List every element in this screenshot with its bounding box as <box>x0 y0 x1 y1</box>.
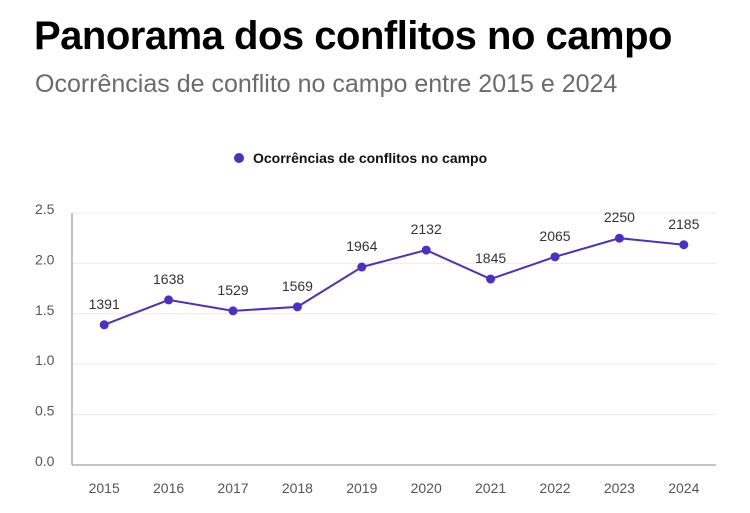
data-label: 1964 <box>346 238 377 254</box>
data-point <box>292 302 302 312</box>
x-axis-ticks: 2015 2016 2017 2018 2019 2020 2021 2022 2023 2024 <box>89 480 700 496</box>
y-tick-label: 1.5 <box>35 302 55 318</box>
data-label: 2250 <box>604 209 635 225</box>
legend-label: Ocorrências de conflitos no campo <box>253 150 487 166</box>
data-point <box>421 245 431 255</box>
x-tick-label: 2017 <box>217 480 248 496</box>
data-label: 1529 <box>217 282 248 298</box>
series-line <box>103 237 684 326</box>
data-point <box>679 240 689 250</box>
y-tick-label: 0.5 <box>35 403 55 419</box>
data-label: 1638 <box>153 271 184 287</box>
y-tick-label: 2.0 <box>35 251 55 267</box>
data-point <box>550 252 560 262</box>
x-tick-label: 2018 <box>282 480 313 496</box>
gridlines <box>72 212 716 416</box>
data-label: 2065 <box>539 228 570 244</box>
data-point <box>228 306 238 316</box>
data-point <box>164 295 174 305</box>
y-axis-ticks: 0.0 0.5 1.0 1.5 2.0 2.5 <box>35 201 55 469</box>
data-point <box>99 320 109 330</box>
data-label: 1391 <box>89 296 120 312</box>
x-tick-label: 2016 <box>153 480 184 496</box>
chart-subtitle: Ocorrências de conflito no campo entre 2… <box>35 70 618 98</box>
y-tick-label: 2.5 <box>35 201 55 217</box>
data-point <box>614 233 624 243</box>
x-tick-label: 2020 <box>411 480 442 496</box>
data-label: 2132 <box>411 221 442 237</box>
x-tick-label: 2015 <box>89 480 120 496</box>
x-tick-label: 2021 <box>475 480 506 496</box>
x-tick-label: 2024 <box>668 480 699 496</box>
series-ocorrencias: 1391 1638 1529 1569 1964 2132 1845 2065 2250 2185 <box>89 209 700 330</box>
x-tick-label: 2023 <box>604 480 635 496</box>
data-label: 1845 <box>475 250 506 266</box>
y-tick-label: 1.0 <box>35 352 55 368</box>
data-point <box>357 262 367 272</box>
data-label: 2185 <box>668 216 699 232</box>
chart-title: Panorama dos conflitos no campo <box>34 14 672 58</box>
x-tick-label: 2019 <box>346 480 377 496</box>
legend: Ocorrências de conflitos no campo <box>234 150 487 166</box>
y-tick-label: 0.0 <box>35 453 55 469</box>
data-point <box>486 274 496 284</box>
x-tick-label: 2022 <box>539 480 570 496</box>
data-label: 1569 <box>282 278 313 294</box>
legend-marker <box>234 153 244 163</box>
